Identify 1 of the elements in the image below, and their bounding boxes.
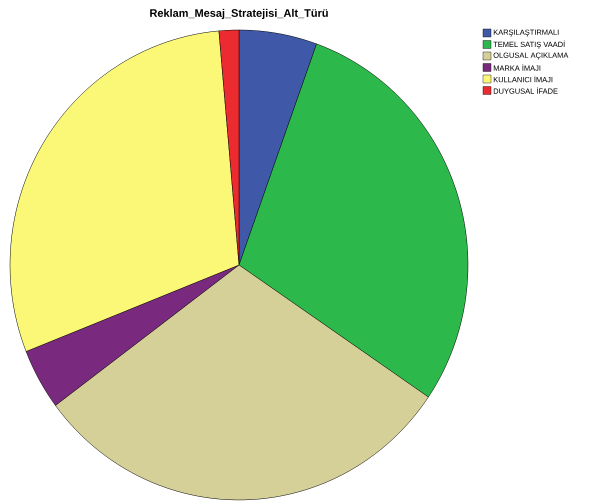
chart-title: Reklam_Mesaj_Stratejisi_Alt_Türü xyxy=(150,8,328,20)
